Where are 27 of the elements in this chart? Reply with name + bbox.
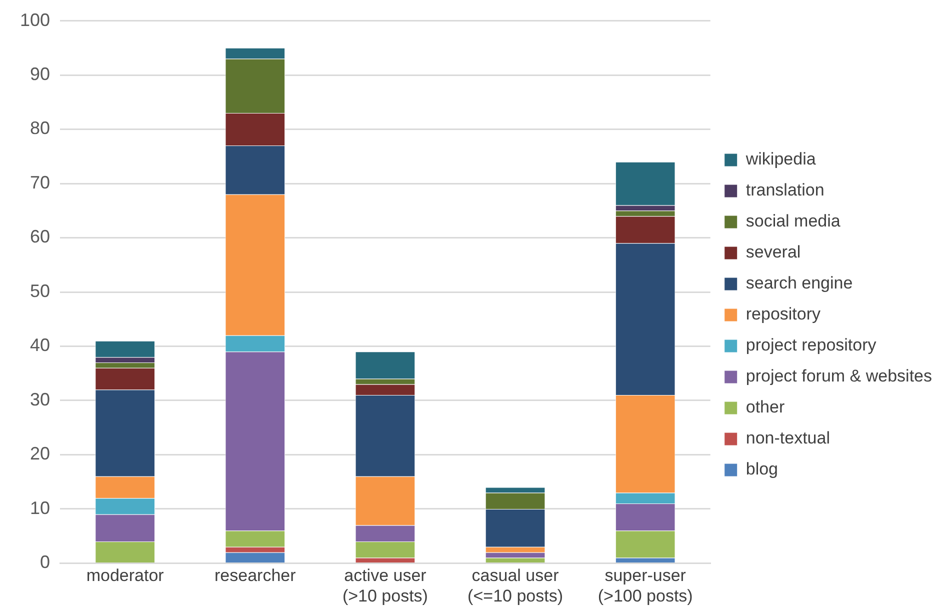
y-tick-label: 60 [30,226,50,247]
y-tick-label: 90 [30,64,50,84]
x-tick-label: moderator [86,566,164,586]
y-tick-label: 70 [30,172,50,192]
x-tick-label: casual user (<=10 posts) [468,566,563,606]
legend-label: blog [746,460,778,479]
y-tick-label: 80 [30,118,50,138]
x-tick-label: super-user (>100 posts) [598,566,693,606]
legend-label: search engine [746,274,853,293]
y-tick-label: 0 [40,552,50,572]
legend-label: social media [746,212,841,231]
legend-label: several [746,242,801,262]
y-tick-label: 20 [30,444,50,464]
legend-label: other [746,398,785,417]
y-tick-label: 40 [30,335,50,356]
x-tick-label: active user (>10 posts) [342,566,428,606]
legend-label: project forum & websites [746,366,932,386]
y-tick-label: 10 [30,498,50,518]
legend-label: wikipedia [744,150,816,169]
legend-label: non-textual [746,428,830,448]
y-tick-label: 50 [30,280,50,301]
legend-label: translation [746,180,824,200]
legend-label: repository [746,304,822,324]
y-tick-label: 30 [30,389,50,410]
y-tick-label: 100 [20,10,50,30]
legend-label: project repository [746,336,877,355]
x-tick-label: researcher [214,566,296,586]
